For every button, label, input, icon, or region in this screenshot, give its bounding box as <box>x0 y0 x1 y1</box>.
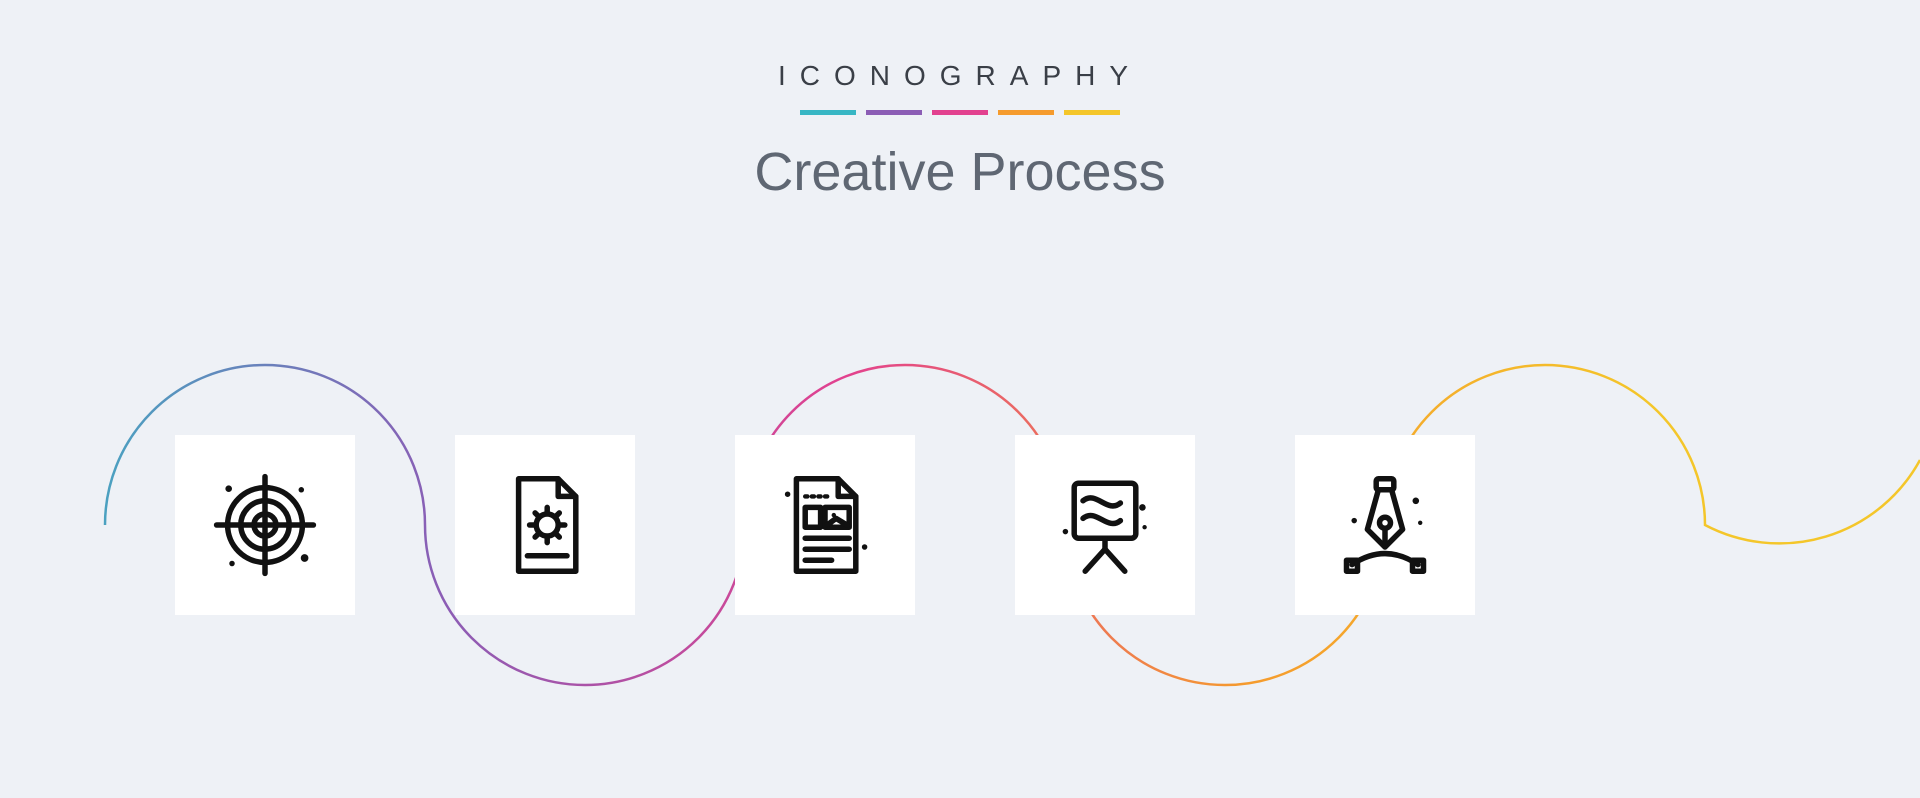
icon-card-pen-tool <box>1295 435 1475 615</box>
icon-card-file-gear <box>455 435 635 615</box>
file-layout-icon <box>770 470 880 580</box>
stage <box>0 300 1920 750</box>
bar-3 <box>932 110 988 115</box>
bar-5 <box>1064 110 1120 115</box>
bar-1 <box>800 110 856 115</box>
bar-4 <box>998 110 1054 115</box>
bar-2 <box>866 110 922 115</box>
file-gear-icon <box>490 470 600 580</box>
icon-card-file-layout <box>735 435 915 615</box>
color-bars <box>0 110 1920 115</box>
pack-title: Creative Process <box>0 141 1920 203</box>
easel-icon <box>1050 470 1160 580</box>
icon-card-target <box>175 435 355 615</box>
pen-tool-icon <box>1330 470 1440 580</box>
brand-label: ICONOGRAPHY <box>0 60 1920 92</box>
target-icon <box>210 470 320 580</box>
header: ICONOGRAPHY Creative Process <box>0 0 1920 203</box>
icon-card-easel <box>1015 435 1195 615</box>
